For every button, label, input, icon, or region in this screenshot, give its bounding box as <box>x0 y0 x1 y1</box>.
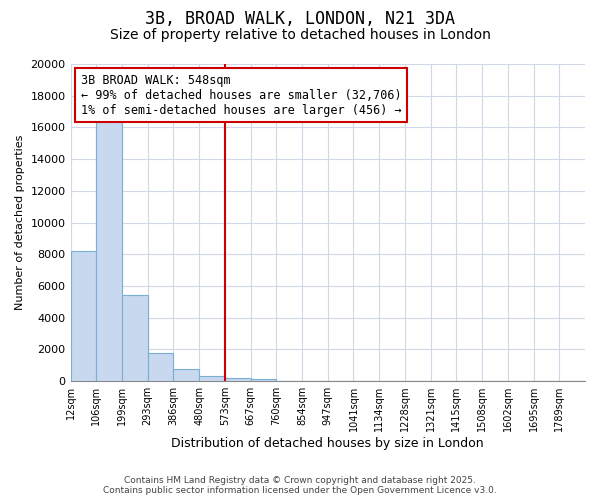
Text: 3B BROAD WALK: 548sqm
← 99% of detached houses are smaller (32,706)
1% of semi-d: 3B BROAD WALK: 548sqm ← 99% of detached … <box>81 74 401 116</box>
Bar <box>122 296 148 381</box>
X-axis label: Distribution of detached houses by size in London: Distribution of detached houses by size … <box>172 437 484 450</box>
Text: Size of property relative to detached houses in London: Size of property relative to detached ho… <box>110 28 490 42</box>
Bar <box>251 380 277 381</box>
Y-axis label: Number of detached properties: Number of detached properties <box>15 135 25 310</box>
Bar <box>225 378 251 381</box>
Bar <box>71 251 96 381</box>
Text: Contains HM Land Registry data © Crown copyright and database right 2025.
Contai: Contains HM Land Registry data © Crown c… <box>103 476 497 495</box>
Bar <box>199 376 225 381</box>
Text: 3B, BROAD WALK, LONDON, N21 3DA: 3B, BROAD WALK, LONDON, N21 3DA <box>145 10 455 28</box>
Bar <box>148 352 173 381</box>
Bar <box>96 116 122 381</box>
Bar <box>173 369 199 381</box>
